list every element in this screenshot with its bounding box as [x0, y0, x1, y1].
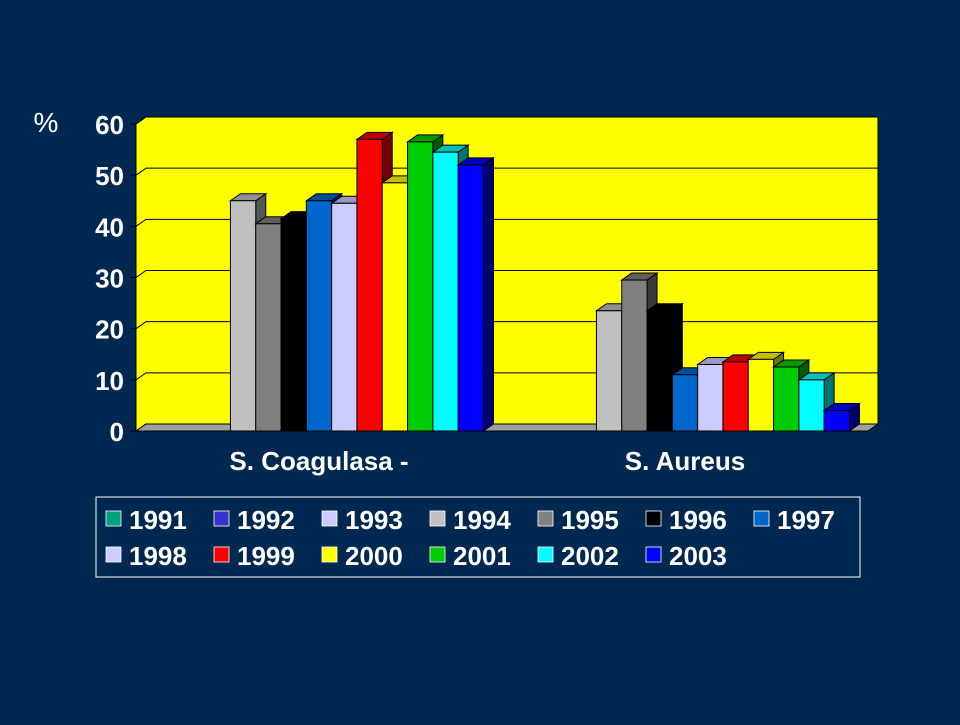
bar-face — [671, 374, 699, 432]
bar-face — [457, 164, 484, 432]
bar-face — [595, 310, 623, 432]
bar-face — [482, 156, 494, 432]
bar-face — [646, 310, 673, 432]
legend-swatch — [105, 546, 122, 563]
legend-label: 1996 — [669, 505, 727, 535]
y-tick-label: 50 — [95, 161, 124, 191]
gridline — [135, 116, 878, 125]
legend-swatch — [321, 510, 338, 527]
bar-face — [331, 202, 358, 432]
legend-label: 1994 — [453, 505, 511, 535]
legend-swatch — [537, 546, 554, 563]
bar-face — [432, 151, 459, 432]
bar — [822, 402, 862, 432]
legend-swatch — [429, 546, 446, 563]
legend-label: 2000 — [345, 541, 403, 571]
bar-face — [280, 218, 307, 432]
bar-face — [305, 200, 333, 432]
bar-face — [255, 223, 282, 432]
legend-label: 1995 — [561, 505, 619, 535]
bar-face — [356, 138, 383, 432]
gridline — [135, 167, 878, 176]
legend-label: 2001 — [453, 541, 511, 571]
category-label: S. Aureus — [625, 446, 745, 476]
bar-face — [747, 358, 775, 432]
legend-label: 1999 — [237, 541, 295, 571]
legend-label: 2002 — [561, 541, 619, 571]
bar-face — [697, 363, 724, 432]
bar-face — [407, 141, 434, 432]
y-tick-label: 40 — [95, 212, 124, 242]
legend-swatch — [213, 510, 230, 527]
bar-face — [773, 366, 800, 432]
legend-label: 2003 — [669, 541, 727, 571]
legend-swatch — [537, 510, 554, 527]
legend — [95, 496, 861, 578]
bar-face — [381, 182, 409, 432]
legend-label: 1993 — [345, 505, 403, 535]
y-tick-label: 60 — [95, 110, 124, 140]
bar — [456, 156, 496, 432]
category-label: S. Coagulasa - — [229, 446, 408, 476]
legend-swatch — [321, 546, 338, 563]
gridline — [135, 270, 878, 278]
y-tick-label: 10 — [95, 366, 124, 396]
legend-label: 1998 — [129, 541, 187, 571]
legend-swatch — [645, 510, 662, 527]
y-tick-label: 0 — [110, 417, 124, 447]
y-unit-label: % — [34, 107, 59, 138]
bar-face — [722, 361, 749, 432]
bar-face — [798, 379, 825, 432]
legend-swatch — [645, 546, 662, 563]
gridline — [135, 218, 878, 227]
legend-swatch — [213, 546, 230, 563]
y-tick-label: 20 — [95, 315, 124, 345]
legend-label: 1992 — [237, 505, 295, 535]
legend-swatch — [753, 510, 770, 527]
legend-label: 1991 — [129, 505, 187, 535]
bar-face — [823, 410, 850, 432]
y-tick-label: 30 — [95, 264, 124, 294]
legend-swatch — [105, 510, 122, 527]
bar-face — [229, 200, 257, 432]
legend-swatch — [429, 510, 446, 527]
legend-label: 1997 — [777, 505, 835, 535]
bar-face — [621, 279, 648, 432]
